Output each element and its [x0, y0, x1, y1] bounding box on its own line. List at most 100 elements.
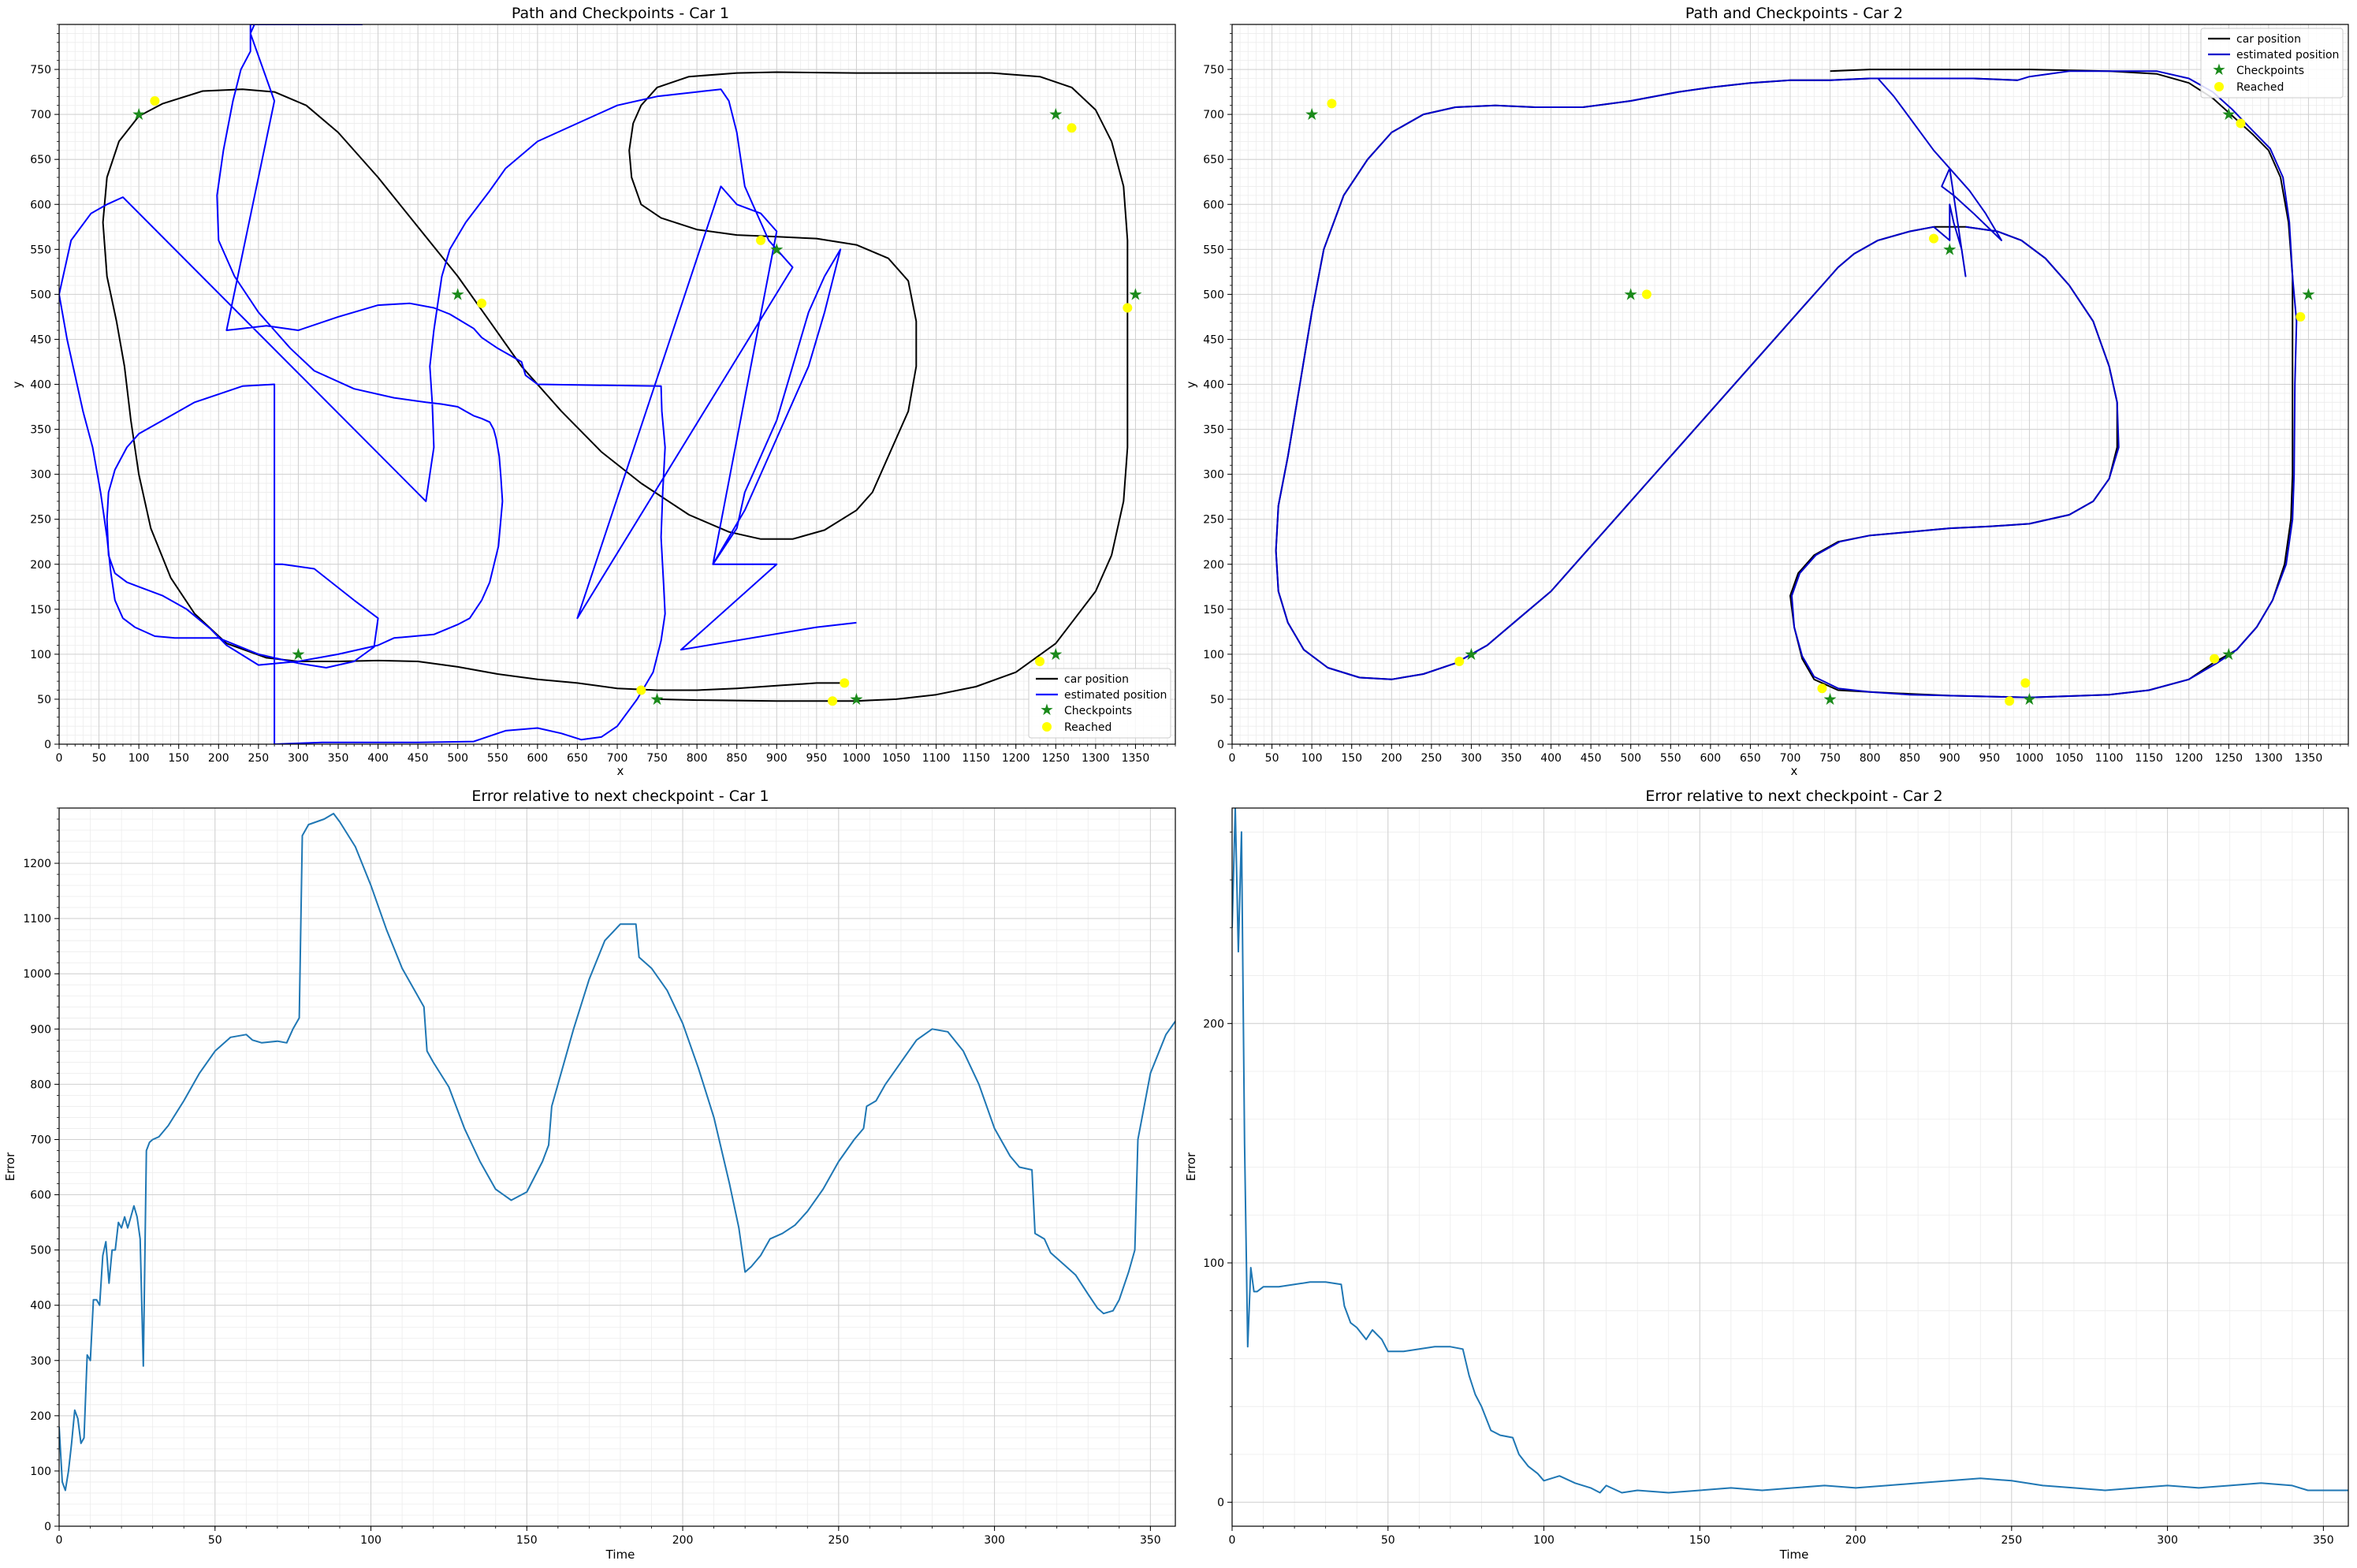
- legend-entry: Reached: [1064, 721, 1111, 734]
- x-tick-label: 550: [1660, 752, 1681, 765]
- panel-error-car-2: Error relative to next checkpoint - Car …: [1184, 788, 2349, 1562]
- y-tick-label: 900: [30, 1023, 51, 1036]
- checkpoint-marker: ★: [1823, 690, 1838, 709]
- reached-marker: [150, 96, 160, 106]
- y-tick-label: 300: [30, 469, 51, 482]
- x-tick-label: 1250: [1041, 752, 1070, 765]
- chart-title: Error relative to next checkpoint - Car …: [471, 788, 769, 805]
- x-tick-label: 500: [447, 752, 468, 765]
- checkpoint-marker: ★: [291, 645, 306, 664]
- reached-marker: [756, 235, 766, 245]
- x-tick-label: 350: [328, 752, 349, 765]
- y-tick-label: 650: [1203, 154, 1224, 166]
- x-tick-label: 250: [2001, 1534, 2022, 1547]
- y-tick-label: 200: [30, 559, 51, 572]
- x-tick-label: 1100: [922, 752, 951, 765]
- y-tick-label: 550: [1203, 244, 1224, 256]
- legend: car position estimated position ★ Checkp…: [1028, 668, 1171, 739]
- panel-path-car-1: ★ ★ ★ ★ ★ ★ ★ ★ ★ Path and Checkpoints - Car 1 x…: [10, 5, 1176, 778]
- x-tick-label: 300: [1461, 752, 1482, 765]
- plot-area: [59, 813, 1175, 1492]
- panel-path-car-2: ★ ★ ★ ★ ★ ★ ★ ★ ★ Path and Checkpoints - Car 2 x…: [1184, 5, 2349, 778]
- x-tick-label: 350: [2313, 1534, 2334, 1547]
- x-tick-label: 100: [1301, 752, 1323, 765]
- checkpoint-marker: ★: [1128, 285, 1143, 304]
- x-tick-label: 1200: [2175, 752, 2203, 765]
- axes-ticks: 0 50 100 150 200 250 300 350 0 100 200 300 400 500 600…: [23, 807, 1161, 1547]
- x-tick-label: 800: [687, 752, 708, 765]
- legend: car position estimated position ★ Checkp…: [2200, 28, 2344, 99]
- x-tick-label: 450: [1581, 752, 1602, 765]
- x-tick-label: 550: [487, 752, 508, 765]
- y-tick-label: 600: [1203, 199, 1224, 211]
- legend-entry: car position: [2236, 33, 2301, 46]
- reached-marker: [1067, 123, 1077, 133]
- x-tick-label: 900: [766, 752, 788, 765]
- x-tick-label: 450: [408, 752, 429, 765]
- x-tick-label: 0: [56, 1534, 63, 1547]
- legend-entry: Checkpoints: [1064, 705, 1132, 717]
- x-tick-label: 250: [828, 1534, 849, 1547]
- y-axis-label: y: [10, 381, 24, 388]
- x-tick-label: 50: [92, 752, 106, 765]
- y-tick-label: 250: [1203, 514, 1224, 527]
- axes-ticks: 0 50 100 150 200 250 300 350 400 450 500 550 600 650 7…: [30, 24, 1176, 765]
- legend-entry: Checkpoints: [2236, 65, 2304, 77]
- x-axis-label: x: [1791, 764, 1798, 778]
- y-tick-label: 1000: [23, 968, 51, 981]
- x-axis-label: Time: [605, 1548, 635, 1562]
- y-tick-label: 0: [1217, 739, 1224, 751]
- panel-error-car-1: Error relative to next checkpoint - Car …: [3, 788, 1176, 1562]
- x-tick-label: 200: [208, 752, 229, 765]
- x-tick-label: 250: [248, 752, 269, 765]
- reached-marker: [2236, 118, 2246, 128]
- y-tick-label: 100: [30, 1466, 51, 1478]
- x-tick-label: 700: [607, 752, 628, 765]
- reached-marker: [636, 685, 646, 695]
- plot-area: ★ ★ ★ ★ ★ ★ ★ ★ ★: [1275, 69, 2316, 709]
- series-line-estimated-position: [59, 24, 857, 744]
- reached-marker: [2210, 654, 2220, 664]
- reached-marker: [1641, 289, 1651, 300]
- y-tick-label: 50: [1210, 694, 1224, 706]
- x-tick-label: 300: [984, 1534, 1005, 1547]
- reached-marker: [828, 696, 838, 706]
- y-tick-label: 200: [1203, 1018, 1224, 1030]
- y-tick-label: 300: [1203, 469, 1224, 482]
- x-tick-label: 150: [516, 1534, 538, 1547]
- checkpoint-marker: ★: [132, 105, 147, 124]
- grid: [58, 24, 1176, 745]
- reached-marker: [477, 298, 487, 308]
- y-tick-label: 650: [30, 154, 51, 166]
- x-tick-label: 950: [806, 752, 827, 765]
- x-tick-label: 1150: [962, 752, 990, 765]
- x-tick-label: 150: [1341, 752, 1362, 765]
- y-tick-label: 100: [1203, 649, 1224, 661]
- y-tick-label: 150: [1203, 604, 1224, 616]
- checkpoint-marker: ★: [650, 690, 665, 709]
- legend-box: [2200, 28, 2344, 99]
- y-tick-label: 450: [1203, 333, 1224, 346]
- legend-swatch-checkpoints: ★: [1040, 700, 1054, 719]
- checkpoint-marker: ★: [1464, 645, 1479, 664]
- series-line-car-position: [102, 71, 1129, 702]
- x-tick-label: 1350: [1122, 752, 1150, 765]
- y-tick-label: 550: [30, 244, 51, 256]
- x-tick-label: 0: [1229, 1534, 1236, 1547]
- x-tick-label: 500: [1620, 752, 1641, 765]
- x-tick-label: 700: [1780, 752, 1801, 765]
- x-tick-label: 150: [1689, 1534, 1711, 1547]
- reached-marker: [1454, 657, 1465, 667]
- y-tick-label: 450: [30, 333, 51, 346]
- y-tick-label: 400: [1203, 379, 1224, 392]
- y-axis-label: Error: [3, 1152, 17, 1181]
- y-tick-label: 350: [30, 424, 51, 437]
- y-tick-label: 0: [44, 739, 51, 751]
- series-line: [59, 813, 1175, 1492]
- y-tick-label: 400: [30, 1300, 51, 1313]
- reached-marker: [1327, 99, 1337, 109]
- x-tick-label: 50: [1265, 752, 1279, 765]
- reached-marker: [840, 678, 850, 688]
- x-tick-label: 1250: [2214, 752, 2243, 765]
